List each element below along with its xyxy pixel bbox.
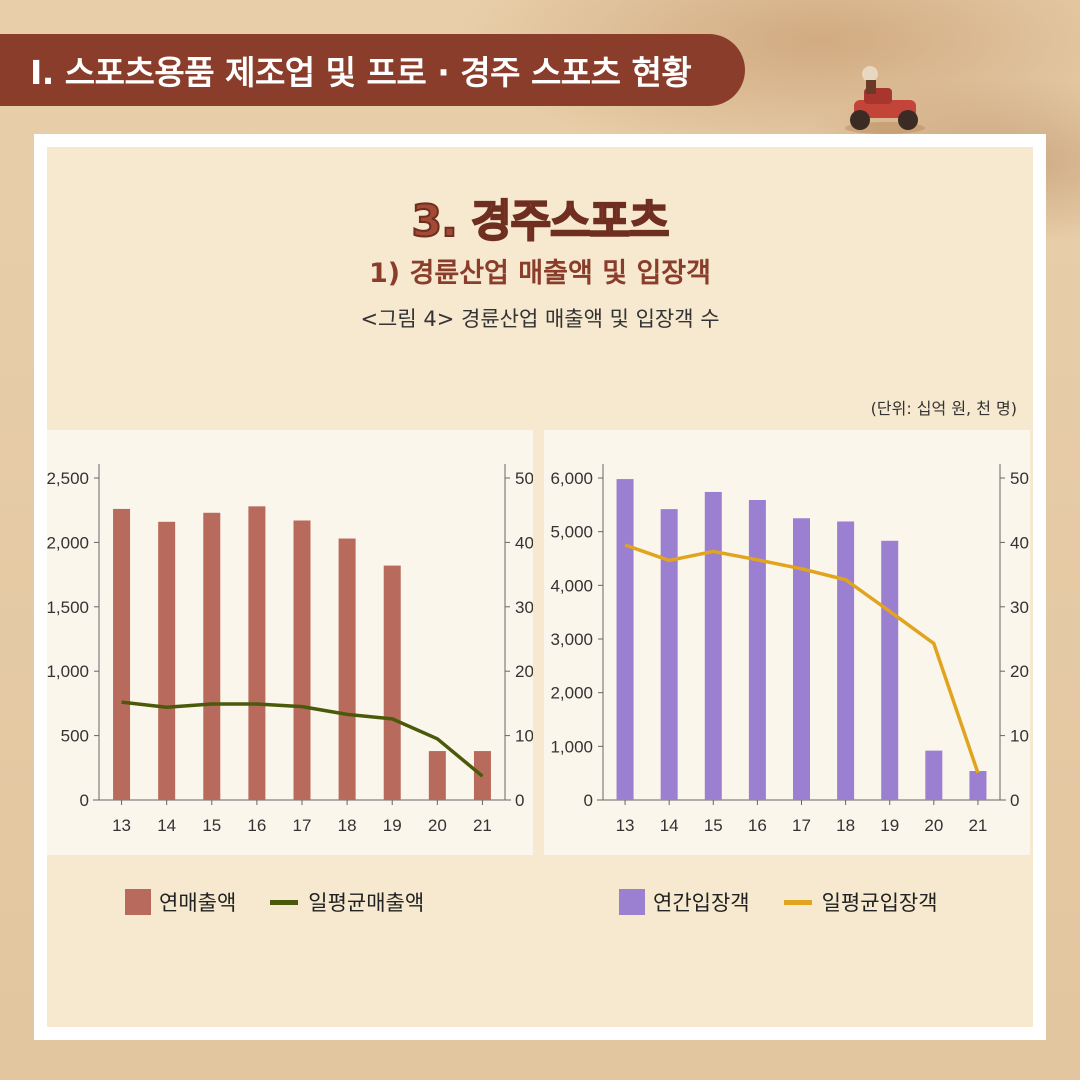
legend-swatch-line bbox=[783, 899, 812, 905]
left-tick-label: 1,000 bbox=[47, 662, 89, 681]
bar bbox=[793, 518, 810, 800]
legend-item-daily-sales: 일평균매출액 bbox=[270, 887, 424, 917]
legend-item-annual-sales: 연매출액 bbox=[125, 887, 236, 917]
left-tick-label: 0 bbox=[80, 791, 89, 810]
left-tick-label: 1,500 bbox=[47, 598, 89, 617]
bar bbox=[203, 512, 221, 800]
legend-swatch-bar bbox=[125, 889, 151, 915]
left-tick-label: 1,000 bbox=[550, 737, 593, 756]
x-tick-label: 14 bbox=[157, 816, 176, 835]
legend-label: 연간입장객 bbox=[653, 891, 750, 915]
right-tick-label: 10 bbox=[515, 727, 533, 746]
x-tick-label: 14 bbox=[660, 816, 679, 835]
x-tick-label: 21 bbox=[473, 816, 492, 835]
bar bbox=[925, 750, 943, 800]
left-tick-label: 2,500 bbox=[47, 469, 89, 488]
x-tick-label: 17 bbox=[792, 816, 811, 835]
section-header: Ⅰ. 스포츠용품 제조업 및 프로 · 경주 스포츠 현황 bbox=[0, 34, 745, 106]
bar bbox=[704, 491, 722, 800]
x-tick-label: 19 bbox=[383, 816, 402, 835]
x-tick-label: 20 bbox=[924, 816, 943, 835]
visitors-chart: 0 1,000 2,000 3,000 4,000 5,000 6,000 0 10 20 30 40… bbox=[550, 464, 1029, 835]
x-tick-label: 19 bbox=[880, 816, 899, 835]
visitors-chart-panel: 0 1,000 2,000 3,000 4,000 5,000 6,000 0 10 20 30 40… bbox=[544, 430, 1030, 855]
right-tick-label: 0 bbox=[1010, 791, 1019, 810]
section-title: Ⅰ. 스포츠용품 제조업 및 프로 · 경주 스포츠 현황 bbox=[30, 53, 692, 92]
x-tick-label: 16 bbox=[247, 816, 266, 835]
unit-label: (단위: 십억 원, 천 명) bbox=[870, 399, 1017, 418]
legend-item-annual-visitors: 연간입장객 bbox=[619, 887, 750, 917]
left-tick-label: 4,000 bbox=[550, 576, 593, 595]
page-subtitle: 1) 경륜산업 매출액 및 입장객 bbox=[369, 258, 711, 289]
x-tick-label: 20 bbox=[428, 816, 447, 835]
left-tick-label: 0 bbox=[584, 791, 593, 810]
sales-chart-panel: 0 500 1,000 1,500 2,000 2,500 0 10 20 30 40 50 13 14 1… bbox=[47, 430, 533, 855]
legend-swatch-line bbox=[270, 899, 299, 905]
bar bbox=[660, 509, 678, 800]
x-tick-label: 16 bbox=[748, 816, 767, 835]
right-tick-label: 30 bbox=[515, 598, 533, 617]
bar bbox=[969, 771, 987, 800]
x-tick-label: 13 bbox=[616, 816, 635, 835]
series-line bbox=[624, 543, 980, 774]
x-tick-label: 21 bbox=[968, 816, 987, 835]
figure-caption: <그림 4> 경륜산업 매출액 및 입장객 수 bbox=[360, 307, 720, 331]
left-tick-label: 2,000 bbox=[550, 684, 593, 703]
right-tick-label: 0 bbox=[515, 791, 524, 810]
bar bbox=[428, 751, 446, 800]
bar bbox=[158, 521, 176, 800]
bar bbox=[383, 565, 401, 800]
right-tick-label: 20 bbox=[515, 662, 533, 681]
left-tick-label: 2,000 bbox=[47, 533, 89, 552]
atv-rider-icon bbox=[845, 66, 925, 134]
left-tick-label: 5,000 bbox=[550, 523, 593, 542]
x-tick-label: 13 bbox=[112, 816, 131, 835]
left-tick-label: 3,000 bbox=[550, 630, 593, 649]
sales-legend: 연매출액 일평균매출액 bbox=[125, 887, 458, 917]
x-tick-label: 15 bbox=[704, 816, 723, 835]
right-tick-label: 30 bbox=[1010, 598, 1029, 617]
bar bbox=[248, 506, 266, 800]
left-tick-label: 6,000 bbox=[550, 469, 593, 488]
bar bbox=[293, 520, 311, 800]
x-tick-label: 15 bbox=[202, 816, 221, 835]
bar bbox=[837, 521, 855, 800]
bar bbox=[113, 508, 131, 800]
left-tick-label: 500 bbox=[61, 727, 89, 746]
right-tick-label: 40 bbox=[515, 533, 533, 552]
x-tick-label: 18 bbox=[338, 816, 357, 835]
bar bbox=[748, 500, 766, 800]
legend-label: 일평균매출액 bbox=[308, 891, 425, 915]
right-tick-label: 40 bbox=[1010, 533, 1029, 552]
sales-chart: 0 500 1,000 1,500 2,000 2,500 0 10 20 30 40 50 13 14 1… bbox=[47, 464, 533, 835]
right-tick-label: 50 bbox=[1010, 469, 1029, 488]
bar bbox=[881, 540, 899, 800]
right-tick-label: 50 bbox=[515, 469, 533, 488]
x-tick-label: 18 bbox=[836, 816, 855, 835]
legend-item-daily-visitors: 일평균입장객 bbox=[783, 887, 938, 917]
right-tick-label: 20 bbox=[1010, 662, 1029, 681]
visitors-legend: 연간입장객 일평균입장객 bbox=[619, 887, 972, 917]
right-tick-label: 10 bbox=[1010, 727, 1029, 746]
page-title: 3. 경주스포츠 bbox=[410, 195, 670, 248]
legend-label: 연매출액 bbox=[159, 891, 237, 915]
bar bbox=[338, 538, 356, 800]
bar bbox=[616, 479, 634, 800]
series-line bbox=[121, 700, 484, 778]
x-tick-label: 17 bbox=[293, 816, 312, 835]
legend-label: 일평균입장객 bbox=[821, 891, 938, 915]
content-frame: 3. 경주스포츠 1) 경륜산업 매출액 및 입장객 <그림 4> 경륜산업 매… bbox=[34, 134, 1046, 1040]
legend-swatch-bar bbox=[619, 889, 645, 915]
content-inner: 3. 경주스포츠 1) 경륜산업 매출액 및 입장객 <그림 4> 경륜산업 매… bbox=[47, 147, 1033, 1027]
